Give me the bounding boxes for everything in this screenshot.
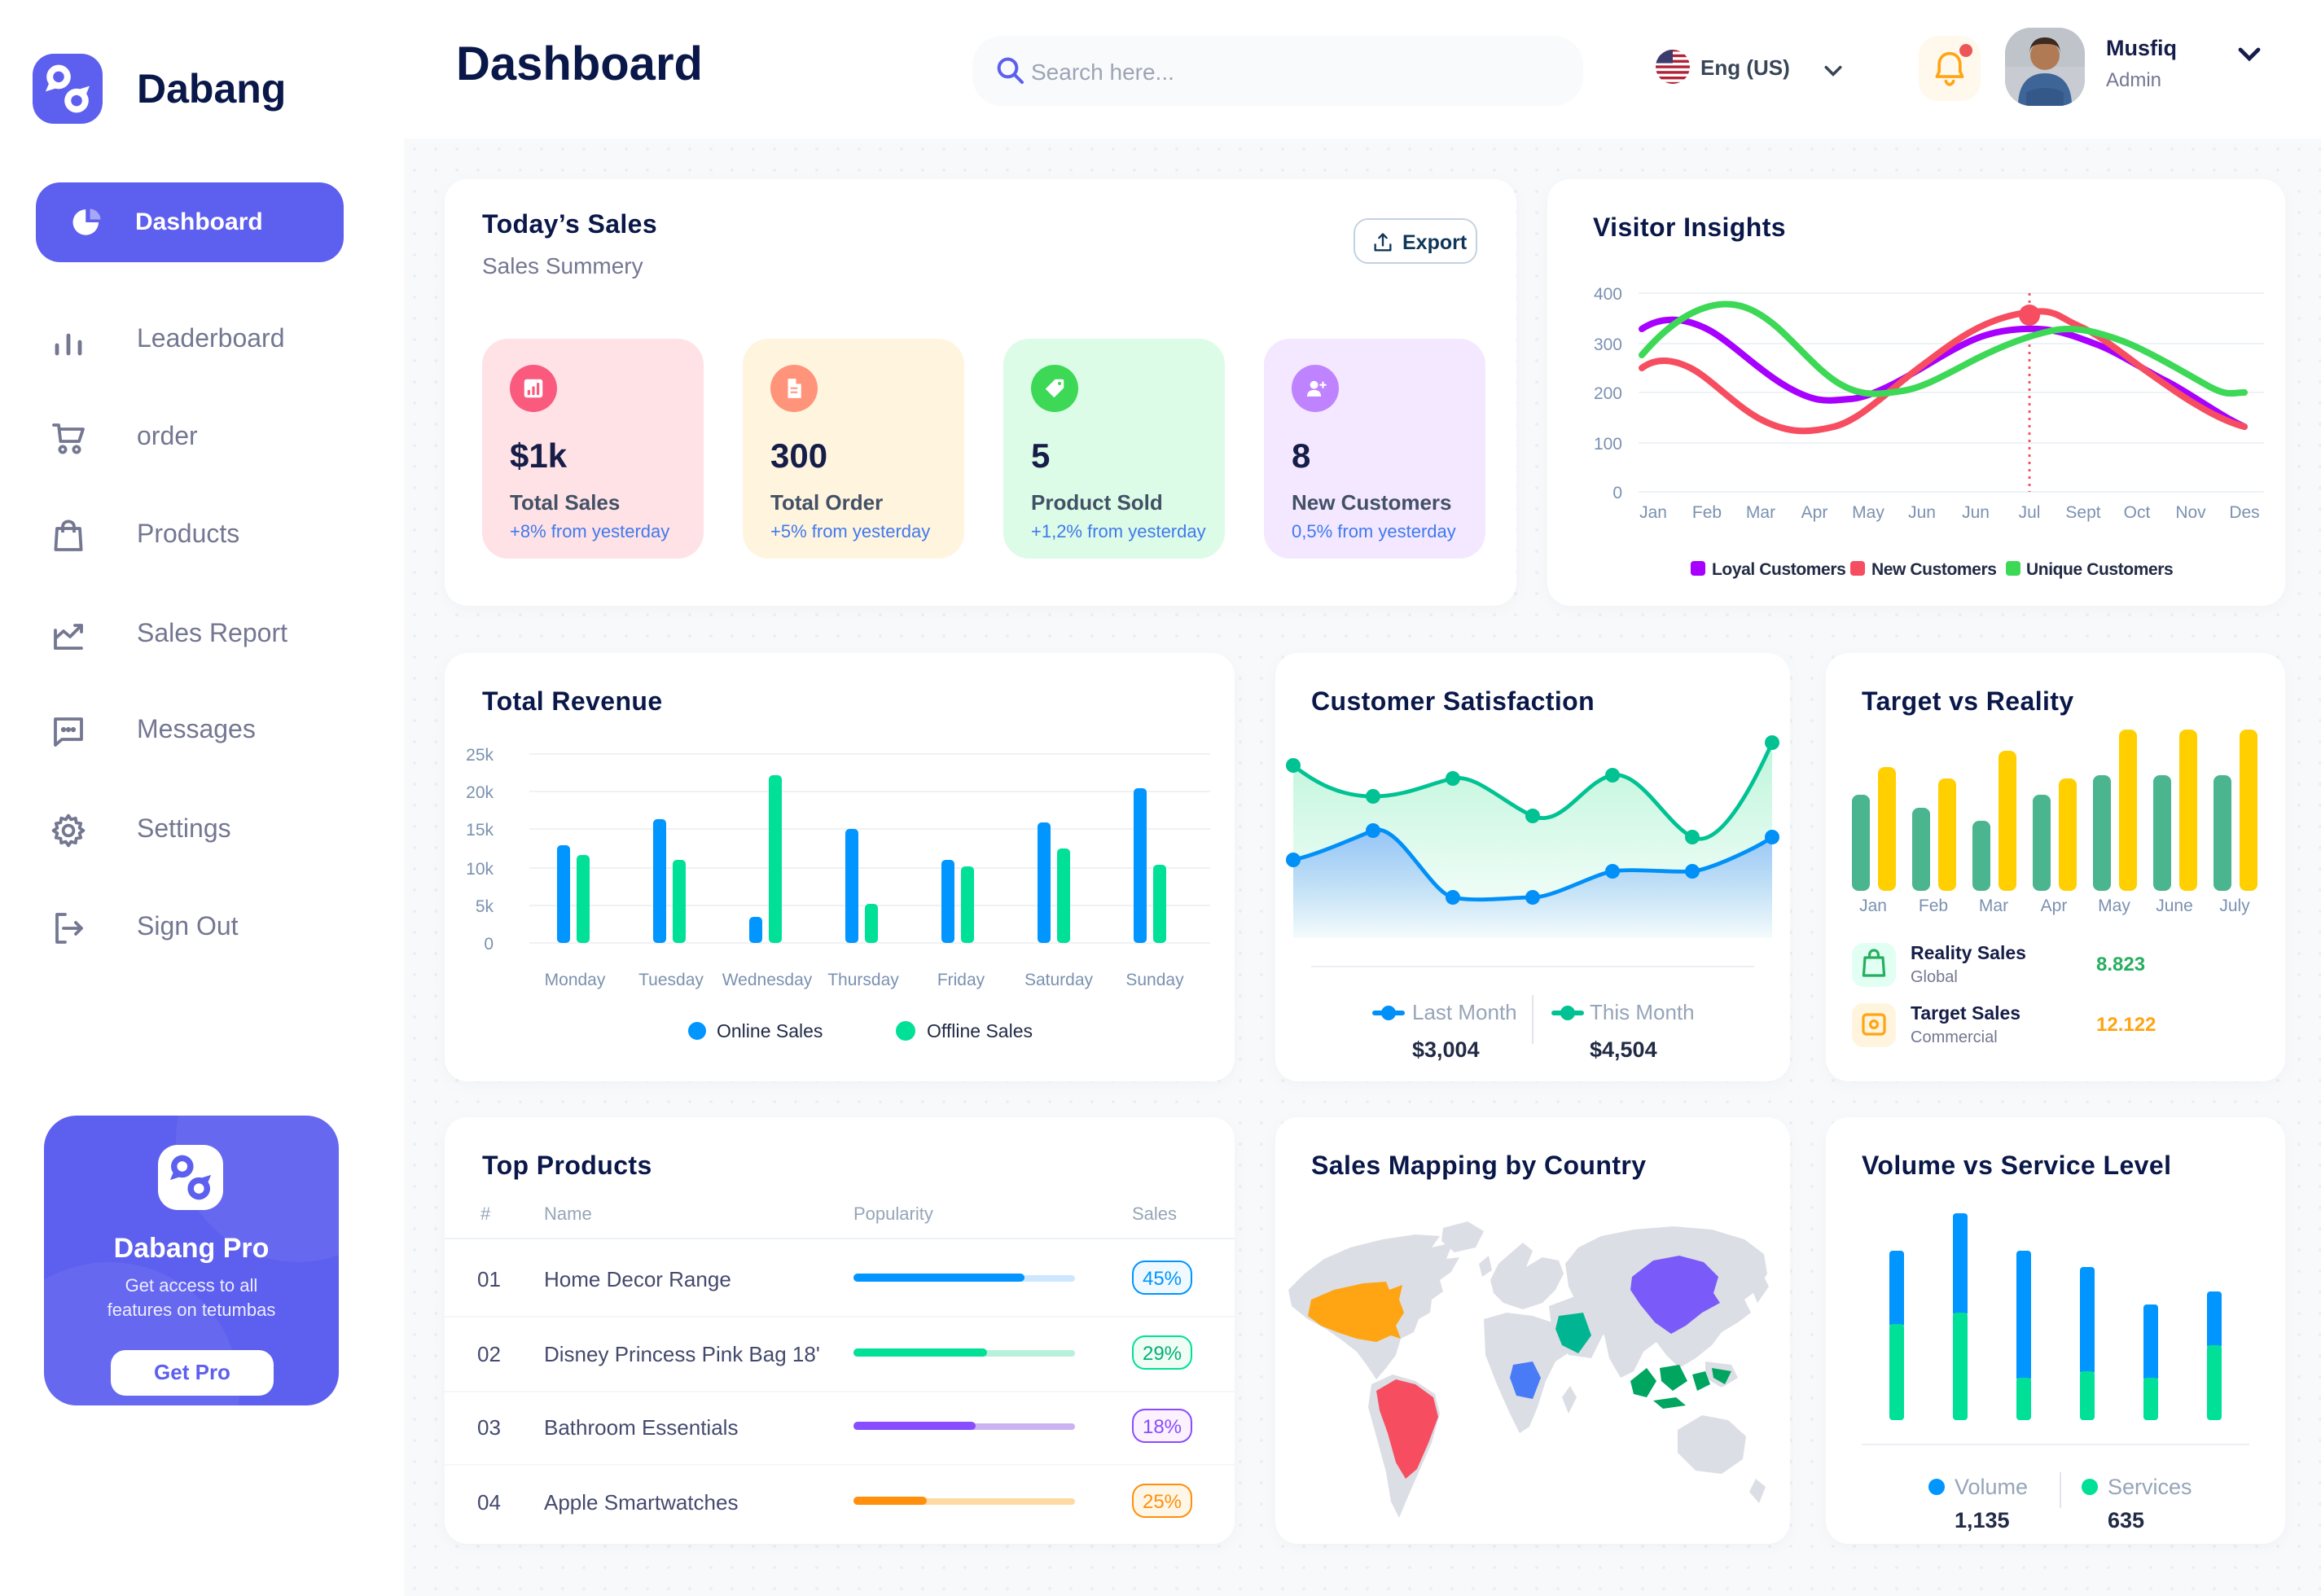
svg-text:8.823: 8.823 [2096,954,2145,976]
svg-text:12.122: 12.122 [2096,1014,2156,1036]
svg-text:Global: Global [1911,968,1958,986]
svg-text:Jun: Jun [1908,503,1936,522]
svg-text:0: 0 [1612,484,1622,502]
svg-text:New Customers: New Customers [1871,560,1997,579]
svg-text:Sunday: Sunday [1125,971,1184,989]
svg-text:Sept: Sept [2065,503,2100,522]
svg-text:Services: Services [2108,1475,2192,1499]
svg-text:Target Sales: Target Sales [1911,1002,2020,1024]
svg-text:Jun: Jun [1962,503,1990,522]
svg-text:Jul: Jul [2019,503,2041,522]
svg-text:1,135: 1,135 [1955,1508,2010,1532]
svg-text:Jan: Jan [1859,897,1887,915]
svg-text:635: 635 [2108,1508,2144,1532]
svg-text:Saturday: Saturday [1024,971,1094,989]
svg-text:0: 0 [484,935,494,954]
svg-text:200: 200 [1594,384,1622,403]
svg-text:Reality Sales: Reality Sales [1911,942,2026,963]
svg-text:Offline Sales: Offline Sales [927,1020,1033,1041]
svg-text:Jan: Jan [1639,503,1667,522]
svg-text:10k: 10k [466,860,494,879]
svg-text:Oct: Oct [2124,503,2151,522]
svg-text:100: 100 [1594,435,1622,454]
svg-text:June: June [2156,897,2193,915]
svg-text:Mar: Mar [1979,897,2008,915]
svg-text:Thursday: Thursday [827,971,899,989]
svg-text:Loyal Customers: Loyal Customers [1712,560,1845,579]
svg-text:Friday: Friday [937,971,985,989]
svg-text:Commercial: Commercial [1911,1028,1998,1046]
svg-text:May: May [1852,503,1884,522]
svg-text:Feb: Feb [1692,503,1722,522]
svg-text:Feb: Feb [1919,897,1948,915]
svg-text:Apr: Apr [2041,897,2068,915]
svg-text:Tuesday: Tuesday [638,971,704,989]
svg-text:Des: Des [2229,503,2259,522]
svg-text:Unique Customers: Unique Customers [2026,560,2173,579]
svg-text:25k: 25k [466,746,494,765]
svg-text:July: July [2219,897,2250,915]
svg-text:15k: 15k [466,821,494,840]
svg-text:300: 300 [1594,335,1622,354]
svg-text:$3,004: $3,004 [1412,1037,1480,1062]
svg-text:400: 400 [1594,285,1622,304]
svg-text:Apr: Apr [1801,503,1828,522]
svg-text:Nov: Nov [2175,503,2206,522]
svg-text:This Month: This Month [1590,1000,1695,1024]
svg-text:Last Month: Last Month [1412,1000,1517,1024]
svg-text:$4,504: $4,504 [1590,1037,1657,1062]
svg-text:Volume: Volume [1955,1475,2028,1499]
svg-text:5k: 5k [476,897,494,916]
svg-text:May: May [2098,897,2130,915]
svg-text:Monday: Monday [545,971,606,989]
svg-text:Wednesday: Wednesday [722,971,813,989]
svg-text:Online Sales: Online Sales [717,1020,823,1041]
svg-text:Mar: Mar [1746,503,1775,522]
svg-text:20k: 20k [466,783,494,802]
